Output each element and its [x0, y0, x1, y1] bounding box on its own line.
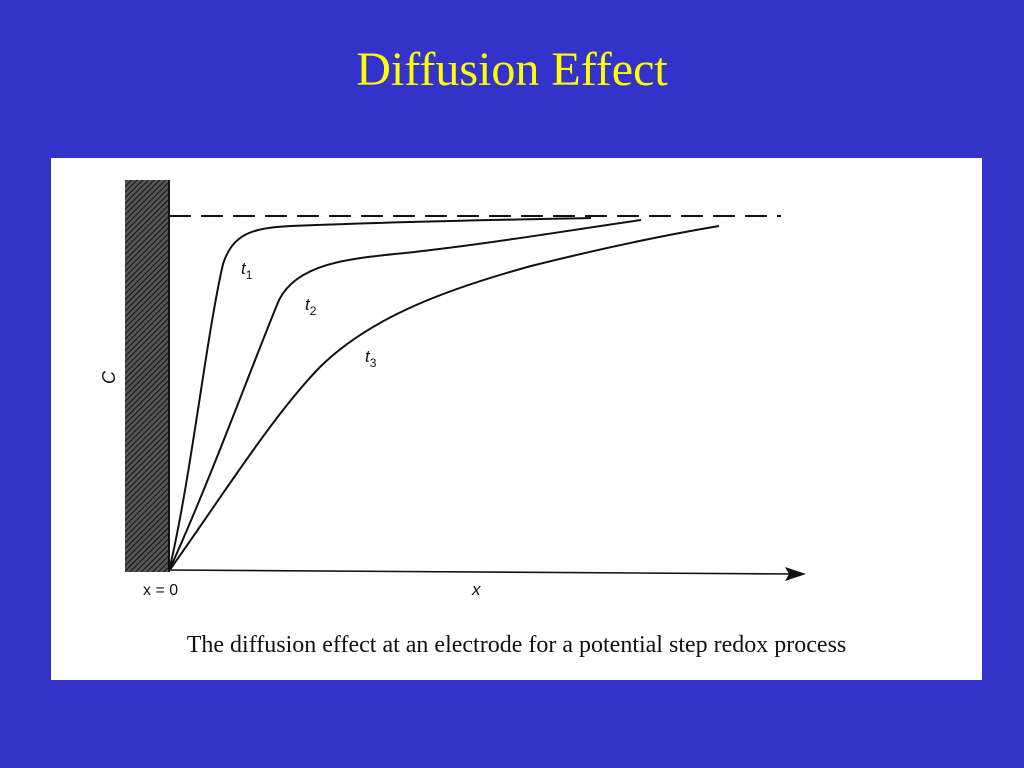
curve-label-t3: t3: [365, 347, 377, 370]
curve-label-t2: t2: [305, 295, 317, 318]
curve-label-t1: t1: [241, 259, 253, 282]
x-axis: [168, 569, 792, 575]
slide-title: Diffusion Effect: [356, 43, 668, 96]
y-axis-label: C: [99, 370, 119, 384]
electrode-wall: [125, 180, 169, 572]
origin-label: x = 0: [143, 582, 178, 599]
diffusion-diagram: t1 t2 t3 C x = 0 x: [99, 180, 806, 599]
curve-t1: [168, 217, 592, 572]
curve-t3: [168, 225, 720, 572]
figure-caption: The diffusion effect at an electrode for…: [186, 632, 847, 658]
figure-panel: t1 t2 t3 C x = 0 x The diffusion effect …: [51, 158, 982, 680]
curve-t2: [168, 219, 642, 572]
x-axis-label: x: [471, 580, 481, 599]
x-axis-arrowhead: [785, 567, 806, 581]
